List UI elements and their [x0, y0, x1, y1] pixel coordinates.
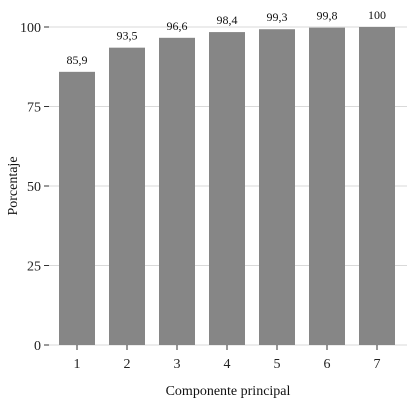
bar-value-label: 99,8	[317, 9, 338, 23]
data-labels: 85,9 93,5 96,6 98,4 99,3 99,8 100	[67, 8, 387, 67]
x-tick-label: 7	[374, 357, 381, 372]
x-tick-label: 2	[124, 357, 131, 372]
bar	[159, 37, 195, 345]
y-axis-title: Porcentaje	[6, 156, 21, 215]
bar-value-label: 85,9	[67, 53, 88, 67]
x-tick-label: 5	[274, 357, 281, 372]
bar-value-label: 98,4	[217, 13, 238, 27]
y-tick-label: 25	[27, 260, 41, 275]
y-tick-label: 0	[34, 339, 41, 354]
x-tick-label: 1	[74, 357, 81, 372]
x-tick-label: 3	[174, 357, 181, 372]
y-tick-label: 100	[20, 21, 41, 36]
x-tick-label: 6	[324, 357, 331, 372]
bar	[259, 29, 295, 345]
bar	[309, 27, 345, 346]
bar	[359, 27, 395, 345]
bar	[59, 71, 95, 345]
x-tick-label: 4	[224, 357, 231, 372]
y-tick-label: 50	[27, 180, 41, 195]
x-axis-title: Componente principal	[166, 384, 291, 399]
axes: 0 25 50 75 100 1 2 3 4 5 6 7	[20, 21, 381, 372]
bar-value-label: 100	[368, 8, 386, 22]
y-tick-label: 75	[27, 101, 41, 116]
bar-value-label: 99,3	[267, 10, 288, 24]
bar-value-label: 96,6	[167, 19, 188, 33]
bar	[209, 32, 245, 345]
bars	[59, 27, 395, 346]
bar-value-label: 93,5	[117, 29, 138, 43]
bar	[109, 47, 145, 346]
